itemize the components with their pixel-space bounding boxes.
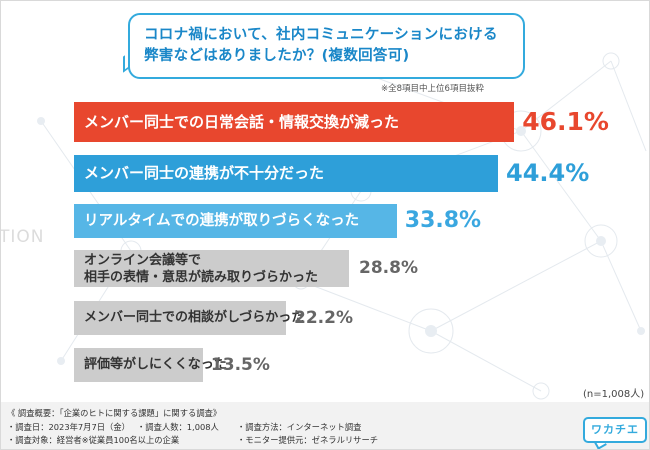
bar-3-value: 33.8% bbox=[404, 208, 482, 233]
sample-size: (n=1,008人) bbox=[583, 389, 645, 400]
bar-2-label-line: メンバー同士の連携が不十分だった bbox=[84, 164, 325, 182]
bar-3-label: リアルタイムでの連携が取りづらくなった bbox=[84, 204, 359, 238]
bar-4-label-line: オンライン会議等で bbox=[84, 253, 202, 268]
bar-5-label-line: メンバー同士での相談がしづらかった bbox=[84, 310, 305, 325]
bar-2-value: 44.4% bbox=[506, 159, 590, 187]
bar-6-label: 評価等がしにくくなった bbox=[84, 348, 227, 382]
bar-3 bbox=[74, 204, 397, 238]
bar-5 bbox=[74, 301, 286, 335]
excerpt-note: ※全8項目中上位6項目抜粋 bbox=[381, 84, 484, 94]
wakachie-logo: ワカチエ bbox=[583, 417, 647, 443]
footer-item-target: ・調査対象：経営者※従業員100名以上の企業 bbox=[7, 435, 180, 445]
bar-6-label-line: 評価等がしにくくなった bbox=[84, 357, 227, 372]
bar-2 bbox=[74, 155, 499, 192]
bar-4-label-line: 相手の表情・意思が読み取りづらかった bbox=[84, 270, 319, 285]
footer-title: 《 調査概要：「企業のヒトに関する課題」に関する調査》 bbox=[7, 408, 222, 418]
bar-3-label-line: リアルタイムでの連携が取りづらくなった bbox=[84, 213, 360, 229]
footer-item-provider: ・モニター提供元：ゼネラルリサーチ bbox=[237, 435, 379, 445]
bar-1-label: メンバー同士での日常会話・情報交換が減った bbox=[84, 102, 399, 142]
footer-item-count: ・調査人数：1,008人 bbox=[137, 422, 219, 432]
bar-4-label: オンライン会議等で相手の表情・意思が読み取りづらかった bbox=[84, 252, 318, 286]
bar-1-value: 46.1% bbox=[522, 107, 609, 136]
footer-item-method: ・調査方法：インターネット調査 bbox=[237, 422, 362, 432]
bar-5-label: メンバー同士での相談がしづらかった bbox=[84, 301, 304, 335]
bar-2-label: メンバー同士の連携が不十分だった bbox=[84, 155, 324, 192]
background-watermark-text: TION bbox=[0, 227, 45, 247]
bar-6-value: 13.5% bbox=[210, 355, 270, 375]
bar-6 bbox=[74, 348, 203, 382]
question-line-2: 弊害などはありましたか？(複数回答可) bbox=[144, 48, 410, 64]
bar-1-label-line: メンバー同士での日常会話・情報交換が減った bbox=[84, 113, 400, 131]
bar-4-value: 28.8% bbox=[359, 258, 418, 278]
bar-4 bbox=[74, 250, 350, 287]
question-bubble bbox=[128, 13, 525, 79]
bar-1 bbox=[74, 102, 515, 142]
survey-footer bbox=[1, 402, 649, 449]
bar-5-value: 22.2% bbox=[294, 308, 353, 328]
question-line-1: コロナ禍において、社内コミュニケーションにおける bbox=[144, 27, 498, 43]
footer-item-date: ・調査日：2023年7月7日（金） bbox=[7, 422, 130, 432]
